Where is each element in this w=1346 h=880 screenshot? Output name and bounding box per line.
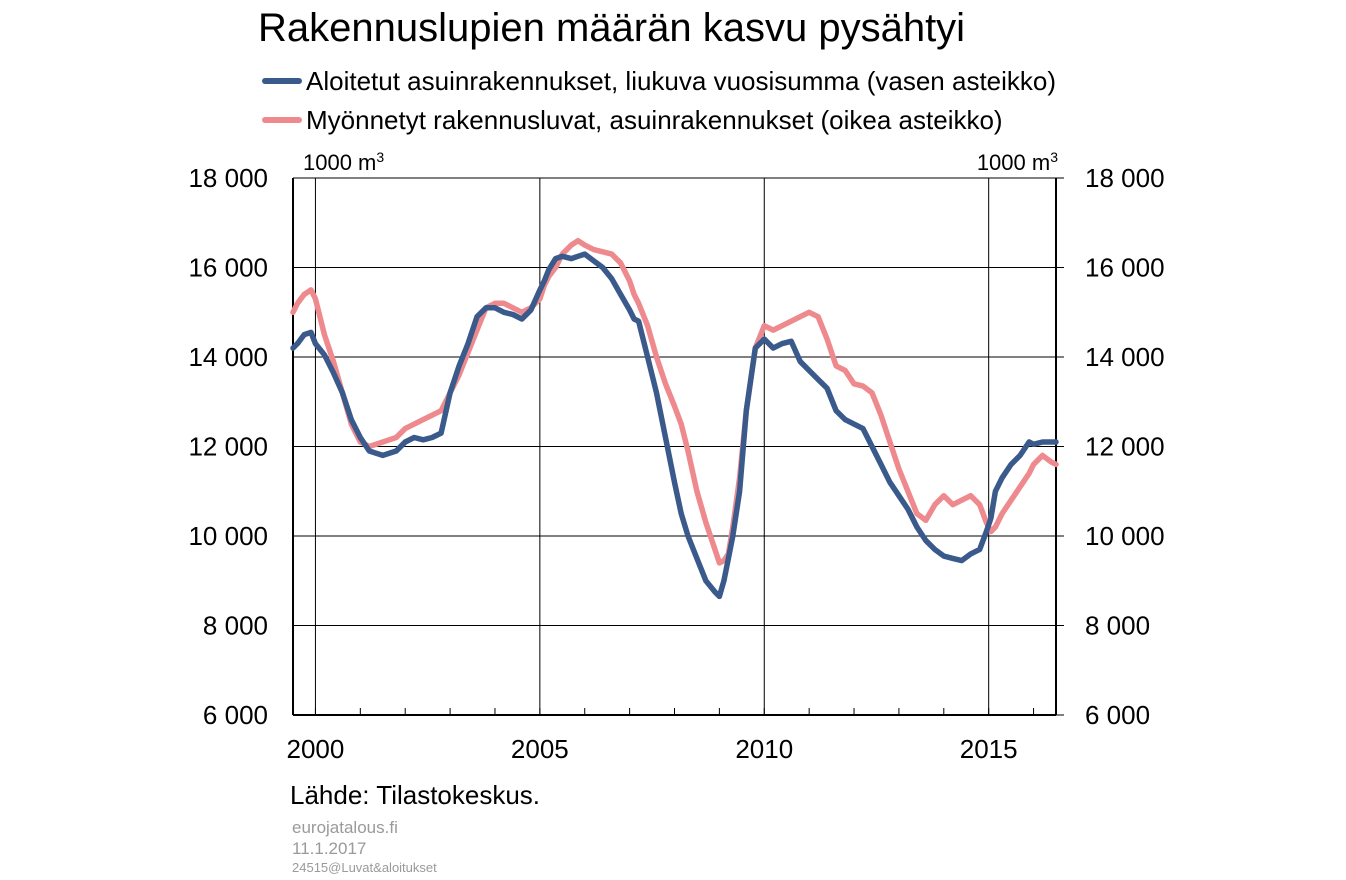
y-left-tick-label: 10 000 [188,521,268,551]
footer-site: eurojatalous.fi [292,818,398,837]
legend-swatch-permits [262,117,302,123]
y-left-tick-label: 14 000 [188,342,268,372]
y-left-tick-label: 18 000 [188,163,268,193]
legend-label-started: Aloitetut asuinrakennukset, liukuva vuos… [306,65,1057,96]
y-right-tick-label: 16 000 [1085,253,1165,283]
y-right-tick-label: 8 000 [1085,611,1150,641]
legend-item-permits: Myönnetyt rakennusluvat, asuinrakennukse… [262,103,1003,137]
y-left-unit-label: 1000 m3 [303,149,384,175]
series-line-permits [290,237,1059,566]
chart-title: Rakennuslupien määrän kasvu pysähtyi [258,6,966,50]
y-right-tick-label: 18 000 [1085,163,1165,193]
y-right-tick-label: 12 000 [1085,432,1165,462]
y-right-unit-label: 1000 m3 [977,149,1058,175]
y-right-tick-label: 14 000 [1085,342,1165,372]
series-line-started [290,251,1059,600]
x-tick-label: 2010 [735,734,793,764]
footer-date: 11.1.2017 [292,839,367,858]
legend-label-permits: Myönnetyt rakennusluvat, asuinrakennukse… [306,104,1003,135]
legend-swatch-started [262,78,302,84]
source-note: Lähde: Tilastokeskus. [290,780,541,810]
y-right-tick-label: 6 000 [1085,700,1150,730]
x-tick-label: 2000 [287,734,345,764]
x-tick-label: 2015 [960,734,1018,764]
y-right-tick-label: 10 000 [1085,521,1165,551]
legend-item-started: Aloitetut asuinrakennukset, liukuva vuos… [262,64,1056,98]
y-left-tick-label: 6 000 [203,700,268,730]
y-left-tick-label: 8 000 [203,611,268,641]
footer-code: 24515@Luvat&aloitukset [292,860,437,875]
y-left-tick-label: 16 000 [188,253,268,283]
y-left-tick-label: 12 000 [188,432,268,462]
x-tick-label: 2005 [511,734,569,764]
